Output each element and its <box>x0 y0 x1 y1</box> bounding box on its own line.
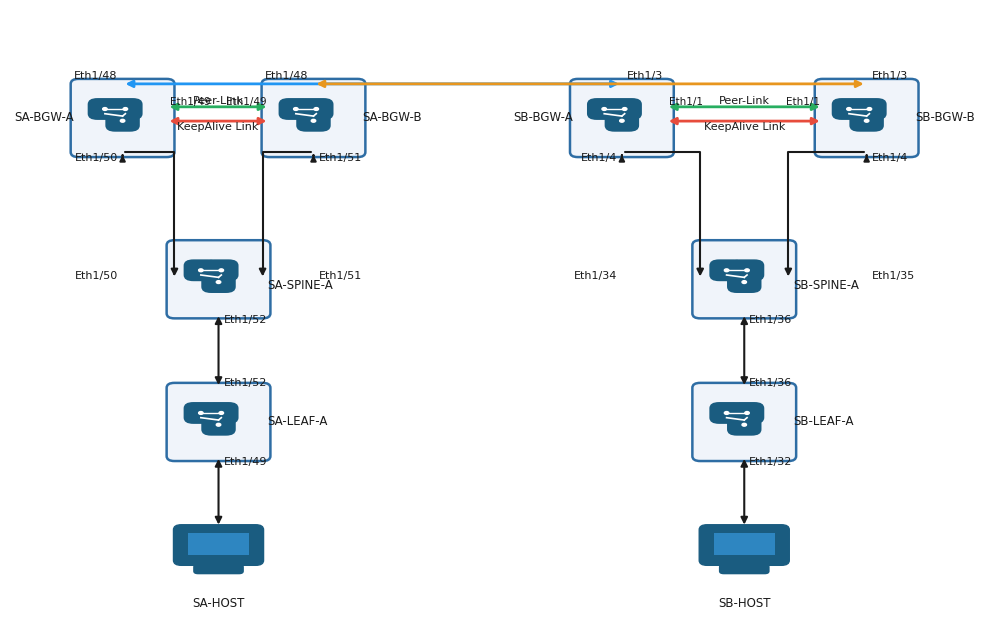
FancyBboxPatch shape <box>692 383 796 461</box>
Circle shape <box>742 423 746 426</box>
Circle shape <box>123 108 128 110</box>
Circle shape <box>724 411 729 415</box>
Circle shape <box>312 120 316 122</box>
FancyBboxPatch shape <box>262 79 366 157</box>
FancyBboxPatch shape <box>713 533 775 555</box>
FancyBboxPatch shape <box>587 98 621 120</box>
FancyBboxPatch shape <box>167 240 271 318</box>
FancyBboxPatch shape <box>108 98 143 120</box>
Circle shape <box>867 108 872 110</box>
Circle shape <box>745 411 749 415</box>
FancyBboxPatch shape <box>709 260 744 281</box>
FancyBboxPatch shape <box>849 110 884 132</box>
Text: Eth1/1: Eth1/1 <box>785 97 819 107</box>
Circle shape <box>219 411 224 415</box>
FancyBboxPatch shape <box>201 271 236 293</box>
FancyBboxPatch shape <box>105 110 140 132</box>
Circle shape <box>864 120 869 122</box>
Text: Eth1/4: Eth1/4 <box>580 153 617 163</box>
Text: SB-HOST: SB-HOST <box>718 597 770 610</box>
Text: SA-LEAF-A: SA-LEAF-A <box>268 415 328 429</box>
FancyBboxPatch shape <box>607 98 642 120</box>
FancyBboxPatch shape <box>184 402 218 424</box>
Circle shape <box>742 280 746 284</box>
FancyBboxPatch shape <box>832 98 866 120</box>
FancyBboxPatch shape <box>174 525 264 565</box>
Circle shape <box>294 108 298 110</box>
Text: Peer-Link: Peer-Link <box>718 96 770 106</box>
FancyBboxPatch shape <box>204 402 239 424</box>
Circle shape <box>847 108 851 110</box>
Circle shape <box>199 269 203 272</box>
Text: KeepAlive Link: KeepAlive Link <box>178 122 259 132</box>
FancyBboxPatch shape <box>730 260 764 281</box>
Text: Eth1/49: Eth1/49 <box>224 457 267 467</box>
Text: Eth1/4: Eth1/4 <box>871 153 908 163</box>
Circle shape <box>602 108 606 110</box>
FancyBboxPatch shape <box>815 79 918 157</box>
Text: SA-BGW-B: SA-BGW-B <box>363 111 422 125</box>
Circle shape <box>217 280 221 284</box>
Text: Eth1/48: Eth1/48 <box>74 72 118 82</box>
FancyBboxPatch shape <box>727 414 761 436</box>
FancyBboxPatch shape <box>692 240 796 318</box>
Text: Eth1/1: Eth1/1 <box>669 97 703 107</box>
Circle shape <box>217 423 221 426</box>
FancyBboxPatch shape <box>279 98 313 120</box>
FancyBboxPatch shape <box>299 98 334 120</box>
Text: Eth1/34: Eth1/34 <box>573 271 617 281</box>
Circle shape <box>199 411 203 415</box>
Text: Eth1/35: Eth1/35 <box>871 271 915 281</box>
Circle shape <box>622 108 627 110</box>
FancyBboxPatch shape <box>852 98 887 120</box>
Text: Eth1/3: Eth1/3 <box>871 72 908 82</box>
Text: Eth1/52: Eth1/52 <box>224 315 267 325</box>
FancyBboxPatch shape <box>71 79 175 157</box>
Text: Eth1/3: Eth1/3 <box>626 72 663 82</box>
Circle shape <box>314 108 319 110</box>
FancyBboxPatch shape <box>88 98 122 120</box>
Text: Eth1/36: Eth1/36 <box>749 378 792 388</box>
Text: Eth1/36: Eth1/36 <box>749 315 792 325</box>
FancyBboxPatch shape <box>604 110 639 132</box>
Text: Eth1/51: Eth1/51 <box>319 271 362 281</box>
Text: Eth1/32: Eth1/32 <box>749 457 792 467</box>
Text: KeepAlive Link: KeepAlive Link <box>703 122 785 132</box>
Text: SA-SPINE-A: SA-SPINE-A <box>268 279 334 292</box>
Circle shape <box>745 269 749 272</box>
Circle shape <box>724 269 729 272</box>
Text: Eth1/48: Eth1/48 <box>265 72 309 82</box>
FancyBboxPatch shape <box>167 383 271 461</box>
FancyBboxPatch shape <box>204 260 239 281</box>
Text: Eth1/49: Eth1/49 <box>226 97 267 107</box>
Text: Eth1/52: Eth1/52 <box>224 378 267 388</box>
FancyBboxPatch shape <box>709 402 744 424</box>
FancyBboxPatch shape <box>719 564 769 574</box>
FancyBboxPatch shape <box>727 271 761 293</box>
Text: Eth1/50: Eth1/50 <box>75 271 118 281</box>
Circle shape <box>619 120 624 122</box>
Text: SA-HOST: SA-HOST <box>193 597 245 610</box>
FancyBboxPatch shape <box>297 110 331 132</box>
FancyBboxPatch shape <box>730 402 764 424</box>
Circle shape <box>103 108 107 110</box>
Text: Eth1/50: Eth1/50 <box>75 153 118 163</box>
Text: SA-BGW-A: SA-BGW-A <box>14 111 74 125</box>
FancyBboxPatch shape <box>193 564 244 574</box>
Text: Peer-Link: Peer-Link <box>193 96 244 106</box>
Text: SB-BGW-B: SB-BGW-B <box>916 111 975 125</box>
Text: SB-BGW-A: SB-BGW-A <box>513 111 572 125</box>
Circle shape <box>120 120 125 122</box>
FancyBboxPatch shape <box>699 525 789 565</box>
FancyBboxPatch shape <box>184 260 218 281</box>
FancyBboxPatch shape <box>188 533 249 555</box>
FancyBboxPatch shape <box>201 414 236 436</box>
Text: Eth1/51: Eth1/51 <box>319 153 362 163</box>
Circle shape <box>219 269 224 272</box>
Text: SB-SPINE-A: SB-SPINE-A <box>793 279 859 292</box>
FancyBboxPatch shape <box>570 79 673 157</box>
Text: SB-LEAF-A: SB-LEAF-A <box>793 415 854 429</box>
Text: Eth1/49: Eth1/49 <box>170 97 210 107</box>
